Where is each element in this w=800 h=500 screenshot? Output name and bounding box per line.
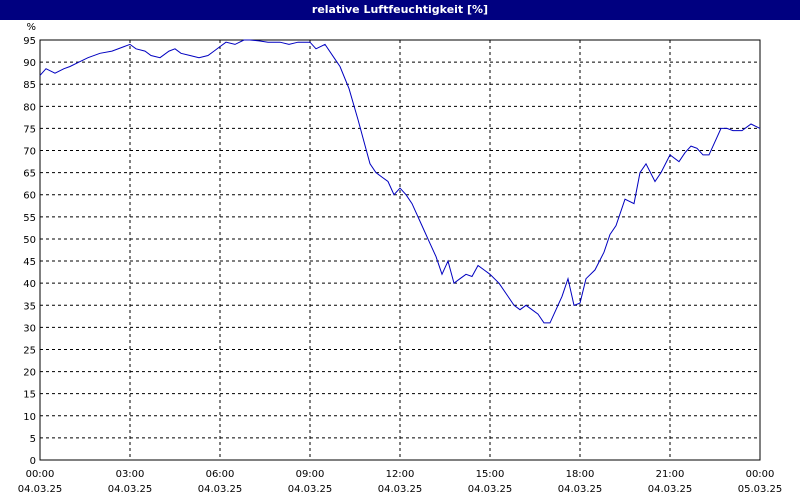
x-tick-time: 03:00 xyxy=(116,469,145,480)
x-tick-time: 15:00 xyxy=(476,469,505,480)
x-tick-time: 00:00 xyxy=(26,469,55,480)
y-tick-label: 65 xyxy=(23,169,36,180)
y-tick-label: 45 xyxy=(23,257,36,268)
x-tick-time: 18:00 xyxy=(566,469,595,480)
y-tick-label: 20 xyxy=(23,368,36,379)
x-tick-time: 09:00 xyxy=(296,469,325,480)
y-tick-label: 40 xyxy=(23,279,36,290)
y-tick-label: 25 xyxy=(23,345,36,356)
x-tick-date: 04.03.25 xyxy=(648,484,693,495)
y-tick-label: 30 xyxy=(23,323,36,334)
x-tick-date: 05.03.25 xyxy=(738,484,783,495)
tick-labels: 0 5 10 15 20 25 30 35 40 45 50 55 60 65 70 75 80 85 90 95 00… xyxy=(18,36,783,495)
y-tick-label: 75 xyxy=(23,124,36,135)
y-tick-label: 90 xyxy=(23,58,36,69)
y-tick-label: 95 xyxy=(23,36,36,47)
y-tick-label: 5 xyxy=(30,434,36,445)
x-tick-date: 04.03.25 xyxy=(288,484,333,495)
y-tick-label: 80 xyxy=(23,102,36,113)
y-tick-label: 85 xyxy=(23,80,36,91)
x-tick-time: 06:00 xyxy=(206,469,235,480)
x-tick-date: 04.03.25 xyxy=(18,484,63,495)
axes xyxy=(39,39,761,461)
y-tick-label: 50 xyxy=(23,235,36,246)
y-axis-label: % xyxy=(26,22,36,33)
y-tick-label: 60 xyxy=(23,191,36,202)
y-tick-label: 15 xyxy=(23,390,36,401)
humidity-series-line xyxy=(39,39,761,324)
y-tick-label: 0 xyxy=(30,456,36,467)
y-tick-label: 55 xyxy=(23,213,36,224)
x-tick-time: 12:00 xyxy=(386,469,415,480)
y-tick-label: 10 xyxy=(23,412,36,423)
x-tick-date: 04.03.25 xyxy=(558,484,603,495)
grid xyxy=(40,40,760,460)
series xyxy=(39,39,761,324)
x-tick-time: 00:00 xyxy=(746,469,775,480)
y-tick-label: 35 xyxy=(23,301,36,312)
x-tick-date: 04.03.25 xyxy=(108,484,153,495)
chart-title: relative Luftfeuchtigkeit [%] xyxy=(0,0,800,20)
y-tick-label: 70 xyxy=(23,147,36,158)
x-tick-date: 04.03.25 xyxy=(468,484,513,495)
plot-frame xyxy=(39,39,761,461)
x-tick-date: 04.03.25 xyxy=(198,484,243,495)
x-tick-time: 21:00 xyxy=(656,469,685,480)
x-tick-date: 04.03.25 xyxy=(378,484,423,495)
